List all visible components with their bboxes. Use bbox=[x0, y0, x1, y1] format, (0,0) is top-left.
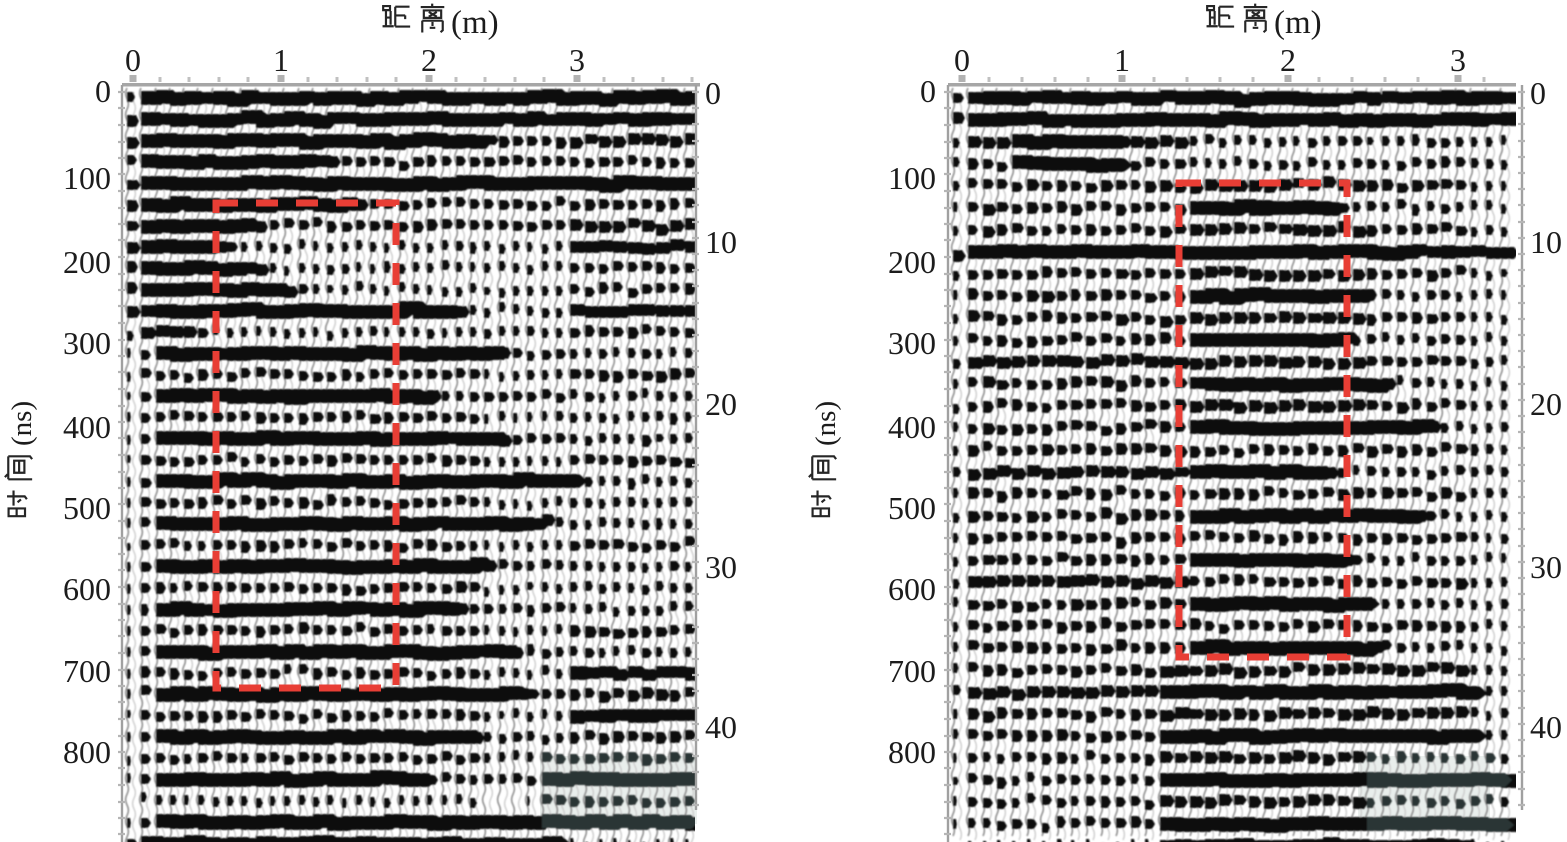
svg-text:(m): (m) bbox=[1274, 5, 1322, 41]
svg-text:600: 600 bbox=[888, 571, 936, 607]
svg-text:400: 400 bbox=[63, 409, 111, 445]
svg-text:300: 300 bbox=[63, 325, 111, 361]
svg-text:200: 200 bbox=[888, 244, 936, 280]
svg-text:2: 2 bbox=[1280, 42, 1296, 78]
svg-text:1: 1 bbox=[1114, 42, 1130, 78]
svg-text:700: 700 bbox=[888, 653, 936, 689]
svg-text:10: 10 bbox=[705, 224, 737, 260]
svg-text:3: 3 bbox=[1450, 42, 1466, 78]
svg-text:500: 500 bbox=[63, 490, 111, 526]
svg-text:40: 40 bbox=[705, 709, 737, 745]
svg-text:(ns): (ns) bbox=[810, 401, 842, 446]
svg-text:800: 800 bbox=[63, 734, 111, 770]
svg-text:0: 0 bbox=[125, 42, 141, 78]
svg-text:3: 3 bbox=[569, 42, 585, 78]
svg-text:0: 0 bbox=[705, 75, 721, 111]
svg-text:1: 1 bbox=[273, 42, 289, 78]
svg-text:0: 0 bbox=[954, 42, 970, 78]
svg-text:100: 100 bbox=[63, 160, 111, 196]
svg-text:700: 700 bbox=[63, 653, 111, 689]
svg-text:100: 100 bbox=[888, 160, 936, 196]
svg-text:400: 400 bbox=[888, 409, 936, 445]
svg-text:0: 0 bbox=[1530, 75, 1546, 111]
svg-text:300: 300 bbox=[888, 325, 936, 361]
svg-text:10: 10 bbox=[1530, 224, 1562, 260]
svg-text:2: 2 bbox=[421, 42, 437, 78]
svg-text:20: 20 bbox=[705, 386, 737, 422]
svg-text:40: 40 bbox=[1530, 709, 1562, 745]
svg-text:200: 200 bbox=[63, 244, 111, 280]
svg-text:500: 500 bbox=[888, 490, 936, 526]
svg-text:800: 800 bbox=[888, 734, 936, 770]
svg-text:(ns): (ns) bbox=[6, 401, 38, 446]
svg-text:0: 0 bbox=[95, 73, 111, 109]
svg-text:(m): (m) bbox=[451, 5, 499, 41]
svg-text:20: 20 bbox=[1530, 386, 1562, 422]
svg-text:600: 600 bbox=[63, 571, 111, 607]
svg-text:30: 30 bbox=[1530, 549, 1562, 585]
svg-text:0: 0 bbox=[920, 73, 936, 109]
svg-text:30: 30 bbox=[705, 549, 737, 585]
